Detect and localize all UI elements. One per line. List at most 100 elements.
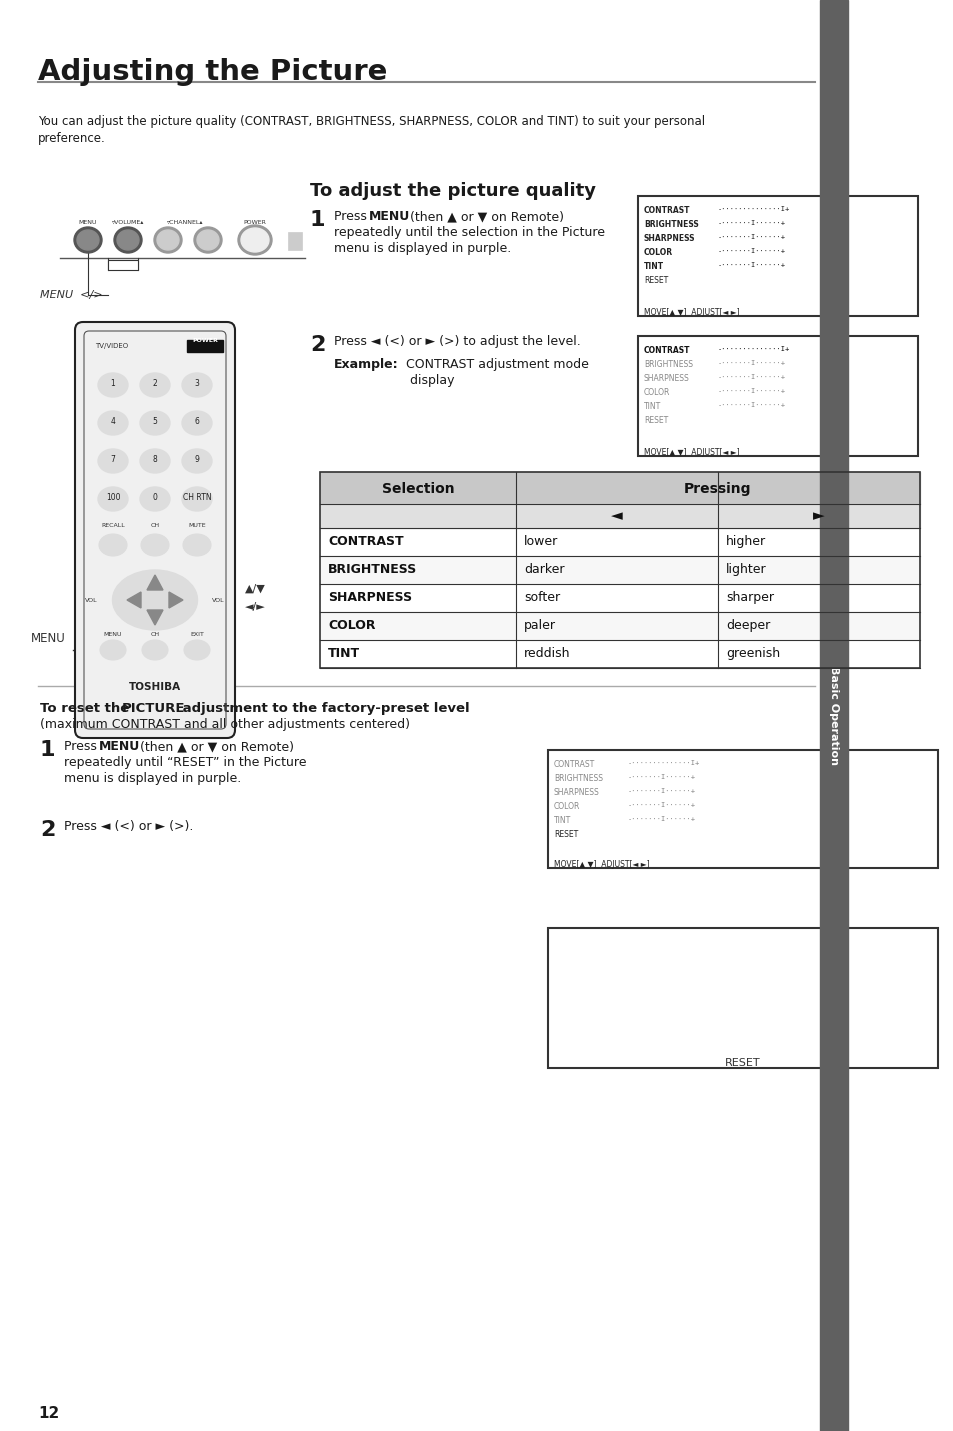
Text: 9: 9 (194, 455, 199, 465)
Bar (319, 612, 919, 640)
Text: ◄: ◄ (611, 508, 622, 522)
Text: -··············I+: -··············I+ (718, 206, 789, 212)
Ellipse shape (98, 411, 128, 435)
Text: -·······I······+: -·······I······+ (627, 816, 696, 821)
Ellipse shape (140, 449, 170, 474)
Text: CONTRAST: CONTRAST (328, 535, 403, 548)
Ellipse shape (182, 487, 212, 511)
Ellipse shape (241, 228, 269, 252)
Text: Basic Operation: Basic Operation (828, 665, 838, 764)
Ellipse shape (100, 640, 126, 660)
Text: COLOR: COLOR (328, 620, 375, 633)
Text: TV/VIDEO: TV/VIDEO (95, 343, 128, 349)
Ellipse shape (99, 534, 127, 557)
Ellipse shape (196, 230, 219, 250)
Text: repeatedly until the selection in the Picture: repeatedly until the selection in the Pi… (334, 226, 604, 239)
Ellipse shape (98, 373, 128, 396)
Text: 1: 1 (310, 210, 325, 230)
Ellipse shape (183, 534, 211, 557)
Text: RESET: RESET (643, 416, 667, 425)
Text: CONTRAST: CONTRAST (643, 206, 690, 215)
Text: MENU: MENU (99, 740, 140, 753)
Ellipse shape (74, 228, 102, 253)
Text: MENU: MENU (104, 633, 122, 637)
Text: CONTRAST: CONTRAST (643, 346, 690, 355)
Text: RESET: RESET (643, 276, 667, 285)
Bar (547, 750, 937, 869)
Ellipse shape (117, 230, 139, 250)
Text: VOL: VOL (85, 598, 97, 602)
Text: -·······I······+: -·······I······+ (718, 220, 785, 226)
Text: menu is displayed in purple.: menu is displayed in purple. (64, 771, 241, 786)
Text: Press: Press (334, 210, 371, 223)
Bar (319, 504, 919, 528)
Ellipse shape (140, 373, 170, 396)
Ellipse shape (98, 449, 128, 474)
Ellipse shape (182, 373, 212, 396)
Text: -·······I······+: -·······I······+ (627, 774, 696, 780)
Ellipse shape (157, 230, 179, 250)
Text: TINT: TINT (328, 647, 359, 660)
Text: Press ◄ (<) or ► (>).: Press ◄ (<) or ► (>). (64, 820, 193, 833)
Bar (638, 336, 917, 456)
Text: POWER: POWER (243, 220, 266, 225)
Text: RESET: RESET (724, 1058, 760, 1068)
Text: -·······I······+: -·······I······+ (627, 788, 696, 794)
Text: TINT: TINT (554, 816, 571, 826)
Bar (108, 260, 138, 270)
Polygon shape (147, 575, 163, 590)
Ellipse shape (182, 411, 212, 435)
Ellipse shape (141, 534, 169, 557)
Text: ▿VOLUME▴: ▿VOLUME▴ (112, 220, 144, 225)
Text: MOVE[▲ ▼]  ADJUST[◄ ►]: MOVE[▲ ▼] ADJUST[◄ ►] (554, 860, 649, 869)
Text: -·······I······+: -·······I······+ (718, 388, 785, 394)
Text: 6: 6 (194, 418, 199, 426)
Text: BRIGHTNESS: BRIGHTNESS (643, 361, 692, 369)
Text: SHARPNESS: SHARPNESS (554, 788, 599, 797)
Bar (638, 196, 917, 316)
Bar (288, 232, 302, 250)
Text: ▲/▼: ▲/▼ (245, 584, 266, 594)
Text: (then ▲ or ▼ on Remote): (then ▲ or ▼ on Remote) (136, 740, 294, 753)
Ellipse shape (140, 487, 170, 511)
Text: VOL: VOL (213, 598, 225, 602)
Text: darker: darker (523, 562, 564, 577)
Bar (319, 640, 919, 668)
Text: To reset the: To reset the (40, 703, 133, 716)
Bar (547, 927, 937, 1068)
Text: paler: paler (523, 620, 556, 633)
Text: You can adjust the picture quality (CONTRAST, BRIGHTNESS, SHARPNESS, COLOR and T: You can adjust the picture quality (CONT… (38, 114, 704, 127)
Ellipse shape (182, 449, 212, 474)
Text: -··············I+: -··············I+ (627, 760, 700, 766)
Text: Pressing: Pressing (683, 482, 751, 497)
Text: Selection: Selection (381, 482, 454, 497)
Text: 7: 7 (111, 455, 115, 465)
Text: -·······I······+: -·······I······+ (627, 801, 696, 809)
Text: MOVE[▲ ▼]  ADJUST[◄ ►]: MOVE[▲ ▼] ADJUST[◄ ►] (643, 448, 739, 456)
Bar (319, 528, 919, 557)
Text: 2: 2 (152, 379, 157, 388)
Text: -·······I······+: -·······I······+ (718, 235, 785, 240)
Text: BRIGHTNESS: BRIGHTNESS (643, 220, 698, 229)
Text: EXIT: EXIT (190, 633, 204, 637)
Text: COLOR: COLOR (554, 801, 579, 811)
Text: MENU  </>: MENU </> (40, 290, 103, 301)
Ellipse shape (113, 228, 142, 253)
Text: SHARPNESS: SHARPNESS (643, 235, 695, 243)
Text: -·······I······+: -·······I······+ (718, 361, 785, 366)
Text: sharper: sharper (725, 591, 773, 604)
Text: TINT: TINT (643, 402, 660, 411)
Text: 1: 1 (111, 379, 115, 388)
Polygon shape (169, 592, 183, 608)
Text: menu is displayed in purple.: menu is displayed in purple. (334, 242, 511, 255)
Text: RESET: RESET (554, 830, 578, 839)
Text: -·······I······+: -·······I······+ (718, 248, 785, 253)
Ellipse shape (142, 640, 168, 660)
Ellipse shape (153, 228, 182, 253)
Text: higher: higher (725, 535, 765, 548)
Text: >: > (128, 260, 133, 268)
Text: CONTRAST adjustment mode: CONTRAST adjustment mode (401, 358, 588, 371)
Text: (maximum CONTRAST and all other adjustments centered): (maximum CONTRAST and all other adjustme… (40, 718, 410, 731)
Ellipse shape (140, 411, 170, 435)
Text: 2: 2 (310, 335, 325, 355)
